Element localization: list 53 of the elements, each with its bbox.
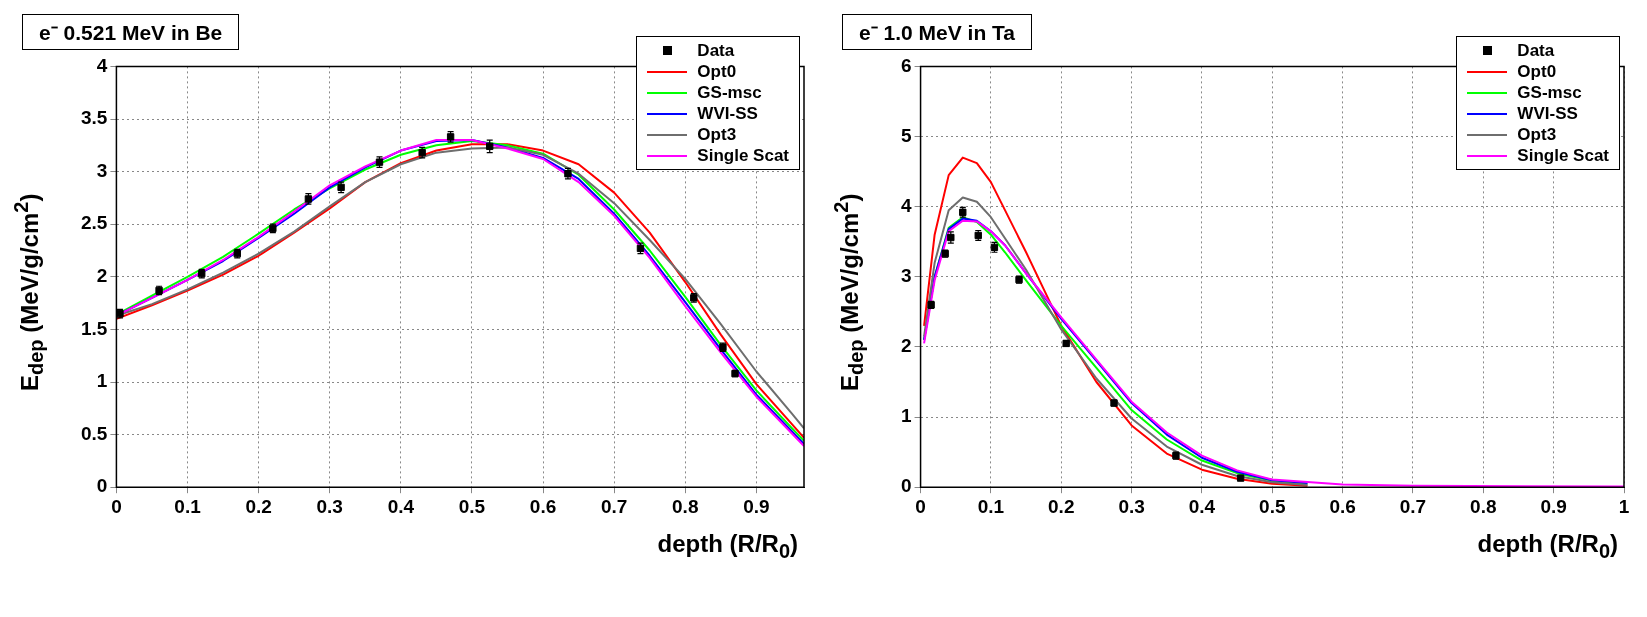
legend-label: GS-msc — [1517, 82, 1582, 103]
chart-title: e⁻ 0.521 MeV in Be — [22, 14, 240, 50]
x-tick-label: 0.8 — [672, 495, 699, 517]
y-tick-label: 2 — [900, 335, 912, 357]
x-tick-label: 0.2 — [1048, 495, 1075, 517]
legend-label: Single Scat — [1517, 145, 1609, 166]
y-tick-label: 2 — [96, 265, 108, 287]
x-axis-title: depth (R/R$_{0}$) — [1477, 530, 1618, 563]
y-tick-label: 0 — [96, 475, 108, 497]
y-tick-label: 6 — [900, 54, 912, 76]
legend-label: Opt3 — [697, 124, 737, 145]
x-tick-label: 0.5 — [458, 495, 486, 517]
legend-label: Opt0 — [697, 61, 737, 82]
x-tick-label: 0.1 — [977, 495, 1005, 517]
y-tick-label: 3 — [96, 159, 108, 181]
x-axis-title: depth (R/R$_{0}$) — [657, 530, 798, 563]
x-tick-label: 0.7 — [1399, 495, 1427, 517]
legend-label: Opt3 — [1517, 124, 1557, 145]
legend-label: Opt0 — [1517, 61, 1557, 82]
y-tick-label: 0.5 — [80, 422, 108, 444]
x-tick-label: 0.9 — [743, 495, 770, 517]
x-tick-label: 0 — [111, 495, 122, 517]
x-tick-label: 0.2 — [245, 495, 272, 517]
x-tick-label: 0.1 — [174, 495, 202, 517]
legend-label: WVI-SS — [1517, 103, 1578, 124]
y-tick-label: 4 — [900, 194, 912, 216]
x-tick-label: 0.7 — [600, 495, 628, 517]
legend-label: GS-msc — [697, 82, 762, 103]
x-tick-label: 0 — [915, 495, 926, 517]
chart-title: e⁻ 1.0 MeV in Ta — [842, 14, 1032, 50]
y-tick-label: 1.5 — [80, 317, 108, 339]
x-tick-label: 0.9 — [1540, 495, 1567, 517]
y-tick-label: 3.5 — [80, 107, 108, 129]
legend-label: Data — [1517, 40, 1555, 61]
x-tick-label: 0.8 — [1470, 495, 1497, 517]
y-tick-label: 0 — [900, 475, 912, 497]
y-tick-label: 1 — [900, 405, 912, 427]
x-tick-label: 0.4 — [1188, 495, 1216, 517]
x-tick-label: 0.6 — [529, 495, 557, 517]
y-tick-label: 1 — [96, 370, 108, 392]
y-tick-label: 2.5 — [80, 212, 108, 234]
legend-label: Single Scat — [697, 145, 789, 166]
x-tick-label: 0.4 — [387, 495, 415, 517]
x-tick-label: 0.5 — [1259, 495, 1286, 517]
x-tick-label: 0.3 — [316, 495, 343, 517]
y-tick-label: 4 — [96, 54, 108, 76]
x-tick-label: 0.3 — [1118, 495, 1145, 517]
x-tick-label: 0.6 — [1329, 495, 1356, 517]
x-tick-label: 1 — [1618, 495, 1630, 517]
y-tick-label: 5 — [900, 124, 912, 146]
y-tick-label: 3 — [900, 265, 912, 287]
legend-label: WVI-SS — [697, 103, 758, 124]
legend-label: Data — [697, 40, 735, 61]
